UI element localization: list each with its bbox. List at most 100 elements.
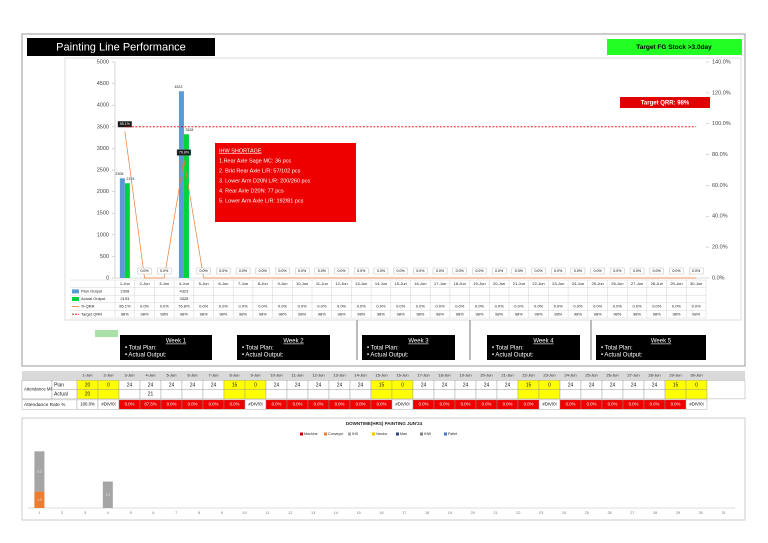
data-label: 0.0% bbox=[515, 269, 524, 273]
att-rate: 0.0% bbox=[524, 402, 534, 407]
table-cell: 0.0% bbox=[514, 304, 524, 309]
att-date: 23-Jun bbox=[543, 373, 555, 378]
table-cell: 0.0% bbox=[258, 304, 268, 309]
legend-label: IHS bbox=[352, 432, 359, 436]
data-label-box bbox=[255, 267, 270, 275]
data-label: 0.0% bbox=[298, 269, 307, 273]
att-rate: 0.0% bbox=[482, 402, 492, 407]
table-cell: 98% bbox=[633, 311, 641, 316]
data-label: 0.0% bbox=[357, 269, 366, 273]
legend-label: Actual Output bbox=[81, 296, 106, 301]
table-cell: 98% bbox=[160, 311, 168, 316]
table-cell: 0.0% bbox=[337, 304, 347, 309]
table-cell: 2193 bbox=[120, 296, 130, 301]
att-rate: 0.0% bbox=[335, 402, 345, 407]
table-cell: 0.0% bbox=[199, 304, 209, 309]
table-cell: 0.0% bbox=[455, 304, 465, 309]
x-tick-label: 30-Jun bbox=[690, 281, 702, 286]
target-qrr-box bbox=[620, 97, 710, 108]
y2-tick-label: 100.0% bbox=[712, 121, 731, 127]
y-tick-label: 2000 bbox=[97, 189, 109, 195]
data-label-box bbox=[294, 267, 310, 275]
table-cell: 98% bbox=[357, 311, 365, 316]
att-date: 12-Jun bbox=[312, 373, 324, 378]
y2-tick-label: 60.0% bbox=[712, 183, 728, 189]
x-tick-label: 21 bbox=[493, 511, 497, 515]
att-cell bbox=[643, 389, 666, 400]
note-box bbox=[215, 143, 356, 222]
bar bbox=[178, 91, 184, 278]
att-rate: 0.0% bbox=[608, 402, 618, 407]
att-plan: 15 bbox=[526, 382, 532, 388]
att-date: 18-Jun bbox=[438, 373, 450, 378]
att-cell bbox=[517, 389, 540, 400]
data-label: 0.0% bbox=[495, 269, 504, 273]
att-cell bbox=[538, 389, 561, 400]
att-plan: 24 bbox=[484, 382, 490, 388]
note-line: 2. Brkt Rear Axle L/R: 57/102 pcs bbox=[219, 168, 301, 174]
att-rate: 0.0% bbox=[461, 402, 471, 407]
data-label-box bbox=[472, 267, 487, 275]
legend-label: Machine bbox=[304, 432, 318, 436]
data-label-box bbox=[157, 267, 172, 275]
att-plan: 24 bbox=[337, 382, 343, 388]
x-tick-label: 15 bbox=[357, 511, 361, 515]
att-date: 17-Jun bbox=[417, 373, 429, 378]
data-label-box bbox=[551, 267, 566, 275]
week-label: Week 1 bbox=[166, 339, 187, 345]
att-cell bbox=[307, 389, 330, 400]
week-box bbox=[487, 335, 580, 360]
table-cell: 98% bbox=[338, 311, 346, 316]
att-rate: 0.0% bbox=[629, 402, 639, 407]
data-label-box bbox=[452, 267, 467, 275]
att-cell bbox=[685, 389, 708, 400]
att-row-label: Attendance MP bbox=[24, 387, 54, 392]
att-cell bbox=[580, 389, 603, 400]
att-cell bbox=[664, 389, 687, 400]
data-label-box bbox=[590, 267, 605, 275]
x-tick-label: 10 bbox=[243, 511, 247, 515]
att-plan: 24 bbox=[295, 382, 301, 388]
table-cell: 0.0% bbox=[416, 304, 426, 309]
att-date: 7-Jun bbox=[208, 373, 218, 378]
att-date: 3-Jun bbox=[124, 373, 134, 378]
att-header-bg bbox=[22, 371, 745, 381]
table-cell: 98% bbox=[653, 311, 661, 316]
att-filler bbox=[706, 380, 746, 400]
y2-tick-label: 0.0% bbox=[712, 275, 725, 281]
legend-label: Man bbox=[400, 432, 407, 436]
week-plan: • Total Plan: bbox=[492, 346, 524, 352]
table-cell: 0.0% bbox=[632, 304, 642, 309]
att-plan: 24 bbox=[463, 382, 469, 388]
att-rate: 100.0% bbox=[80, 402, 95, 407]
week-box bbox=[120, 335, 212, 360]
data-label: 0.0% bbox=[200, 269, 209, 273]
bar-label: 4323 bbox=[174, 85, 182, 89]
week-label: Week 3 bbox=[408, 339, 429, 345]
att-cell bbox=[412, 389, 435, 400]
bar bbox=[124, 183, 130, 278]
att-plan: 0 bbox=[107, 382, 110, 388]
x-tick-label: 2 bbox=[61, 511, 63, 515]
att-plan: 24 bbox=[190, 382, 196, 388]
data-label-box bbox=[176, 149, 192, 156]
att-date: 25-Jun bbox=[585, 373, 597, 378]
week-plan: • Total Plan: bbox=[601, 346, 633, 352]
table-cell: 0.0% bbox=[298, 304, 308, 309]
legend-swatch bbox=[324, 432, 327, 436]
data-label-box bbox=[629, 267, 645, 275]
att-rate: 0.0% bbox=[440, 402, 450, 407]
data-label-box bbox=[689, 267, 704, 275]
downtime-frame bbox=[21, 417, 746, 521]
att-rate: 0.0% bbox=[650, 402, 660, 407]
data-label-box bbox=[137, 267, 152, 275]
att-cell bbox=[286, 389, 309, 400]
att-rate: #DIV/0! bbox=[248, 402, 262, 407]
week-plan: • Total Plan: bbox=[367, 346, 399, 352]
legend-label: Conveyor bbox=[328, 432, 344, 436]
att-rate: 87.5% bbox=[144, 402, 156, 407]
att-plan: 24 bbox=[127, 382, 133, 388]
att-plan: 0 bbox=[695, 382, 698, 388]
y2-tick-label: 20.0% bbox=[712, 245, 728, 251]
x-tick-label: 9 bbox=[221, 511, 223, 515]
